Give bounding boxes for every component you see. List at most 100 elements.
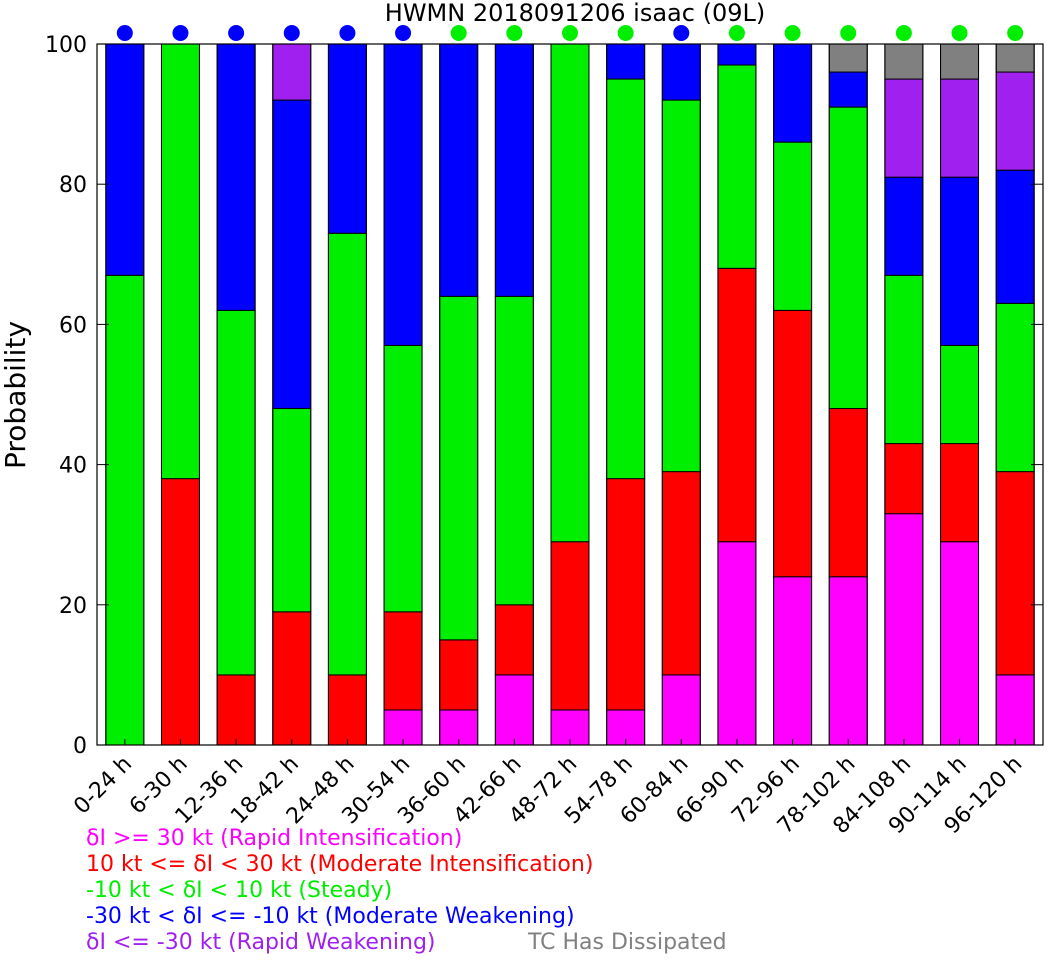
bar-segment-6-30h-s1: [160, 478, 200, 746]
indicator-dot: [450, 25, 467, 41]
bar-segment-0-24h-s3: [105, 43, 145, 276]
bar-segment-6-30h-s2: [160, 43, 200, 480]
indicator-dot: [951, 25, 968, 41]
bar-segment-90-114h-s3: [940, 176, 980, 346]
bar-segment-90-114h-s2: [940, 344, 980, 445]
bar-segment-84-108h-s4: [884, 78, 924, 178]
bar-segment-54-78h-s2: [606, 78, 646, 480]
bar-segment-36-60h-s1: [439, 639, 479, 711]
bar-segment-96-120h-s4: [995, 71, 1035, 171]
bar-segment-90-114h-s0: [940, 541, 980, 746]
chart-title: HWMN 2018091206 isaac (09L): [385, 0, 765, 27]
bar-segment-0-24h-s2: [105, 274, 145, 746]
bar-segment-90-114h-s4: [940, 78, 980, 178]
bar-segment-54-78h-s3: [606, 43, 646, 80]
bar-segment-84-108h-s0: [884, 513, 924, 746]
bar-segment-66-90h-s2: [717, 64, 757, 269]
plot-frame: [96, 43, 1044, 746]
indicator-dot: [784, 25, 801, 41]
y-tick-label: 80: [59, 173, 87, 198]
y-tick-label: 20: [59, 594, 87, 619]
y-tick-label: 60: [59, 313, 87, 338]
y-tick-label: 0: [73, 734, 87, 759]
bars-layer: [105, 25, 1035, 746]
bar-segment-18-42h-s2: [272, 408, 312, 613]
bar-segment-30-54h-s2: [383, 344, 423, 613]
bar-segment-18-42h-s1: [272, 611, 312, 746]
bar-segment-96-120h-s3: [995, 169, 1035, 304]
bar-segment-96-120h-s1: [995, 471, 1035, 676]
bar-segment-84-108h-s1: [884, 443, 924, 515]
indicator-dot: [562, 25, 578, 41]
bar-segment-48-72h-s2: [550, 43, 590, 543]
y-tick-label: 40: [59, 454, 87, 479]
bar-segment-30-54h-s1: [383, 611, 423, 711]
bar-segment-60-84h-s1: [661, 471, 701, 676]
bar-segment-18-42h-s3: [272, 99, 312, 410]
bar-segment-78-102h-s0: [828, 576, 868, 746]
legend-item-dissipated: TC Has Dissipated: [528, 930, 727, 955]
indicator-dot: [895, 25, 912, 41]
bar-segment-66-90h-s0: [717, 541, 757, 746]
bar-segment-42-66h-s3: [494, 43, 534, 297]
bar-segment-72-96h-s2: [773, 141, 813, 311]
legend-item-moderate-weakening: -30 kt < δI <= -10 kt (Moderate Weakenin…: [86, 904, 575, 929]
bar-segment-96-120h-s0: [995, 674, 1035, 746]
bar-segment-36-60h-s3: [439, 43, 479, 297]
bar-segment-36-60h-s2: [439, 295, 479, 641]
bar-segment-78-102h-s3: [828, 71, 868, 108]
y-axis-label: Probability: [0, 321, 32, 469]
bar-segment-42-66h-s2: [494, 295, 534, 606]
bar-segment-78-102h-s5: [828, 43, 868, 73]
bar-segment-90-114h-s1: [940, 443, 980, 543]
indicator-dot: [116, 25, 133, 41]
bar-segment-84-108h-s5: [884, 43, 924, 80]
bar-segment-18-42h-s4: [272, 43, 312, 101]
y-tick-label: 100: [45, 33, 87, 58]
bar-segment-42-66h-s1: [494, 604, 534, 676]
bar-segment-72-96h-s3: [773, 43, 813, 143]
bar-segment-84-108h-s3: [884, 176, 924, 276]
bar-segment-96-120h-s5: [995, 43, 1035, 73]
bar-segment-54-78h-s1: [606, 478, 646, 711]
legend-item-moderate-intensification: 10 kt <= δI < 30 kt (Moderate Intensific…: [86, 852, 594, 877]
bar-segment-60-84h-s2: [661, 99, 701, 473]
indicator-dot: [339, 25, 356, 41]
bar-segment-78-102h-s2: [828, 106, 868, 410]
bar-segment-30-54h-s3: [383, 43, 423, 346]
legend-item-rapid-intensification: δI >= 30 kt (Rapid Intensification): [86, 826, 463, 851]
indicator-dot: [728, 25, 745, 41]
bar-segment-42-66h-s0: [494, 674, 534, 746]
bar-segment-78-102h-s1: [828, 408, 868, 578]
legend-item-rapid-weakening: δI <= -30 kt (Rapid Weakening): [86, 930, 436, 955]
bar-segment-84-108h-s2: [884, 274, 924, 445]
bar-segment-60-84h-s3: [661, 43, 701, 101]
bar-segment-12-36h-s1: [216, 674, 256, 746]
bar-segment-24-48h-s3: [327, 43, 367, 234]
legend: δI >= 30 kt (Rapid Intensification) 10 k…: [86, 826, 593, 956]
bar-segment-60-84h-s0: [661, 674, 701, 746]
legend-item-steady: -10 kt < δI < 10 kt (Steady): [86, 878, 393, 903]
bar-segment-90-114h-s5: [940, 43, 980, 80]
indicator-dot: [506, 25, 523, 41]
bar-segment-72-96h-s0: [773, 576, 813, 746]
x-tick-label: 0-24 h: [69, 752, 137, 820]
indicator-dot: [673, 25, 690, 41]
bar-segment-66-90h-s1: [717, 267, 757, 543]
bar-segment-12-36h-s2: [216, 309, 256, 676]
bar-segment-66-90h-s3: [717, 43, 757, 66]
indicator-dot: [840, 25, 857, 41]
indicator-dot: [228, 25, 245, 41]
indicator-dot: [283, 25, 300, 41]
indicator-dot: [1007, 25, 1024, 41]
indicator-dot: [617, 25, 634, 41]
indicator-dot: [395, 25, 412, 41]
indicator-dot: [172, 25, 189, 41]
bar-segment-24-48h-s1: [327, 674, 367, 746]
bar-segment-24-48h-s2: [327, 232, 367, 676]
bar-segment-72-96h-s1: [773, 309, 813, 578]
bar-segment-96-120h-s2: [995, 302, 1035, 473]
bar-segment-12-36h-s3: [216, 43, 256, 311]
